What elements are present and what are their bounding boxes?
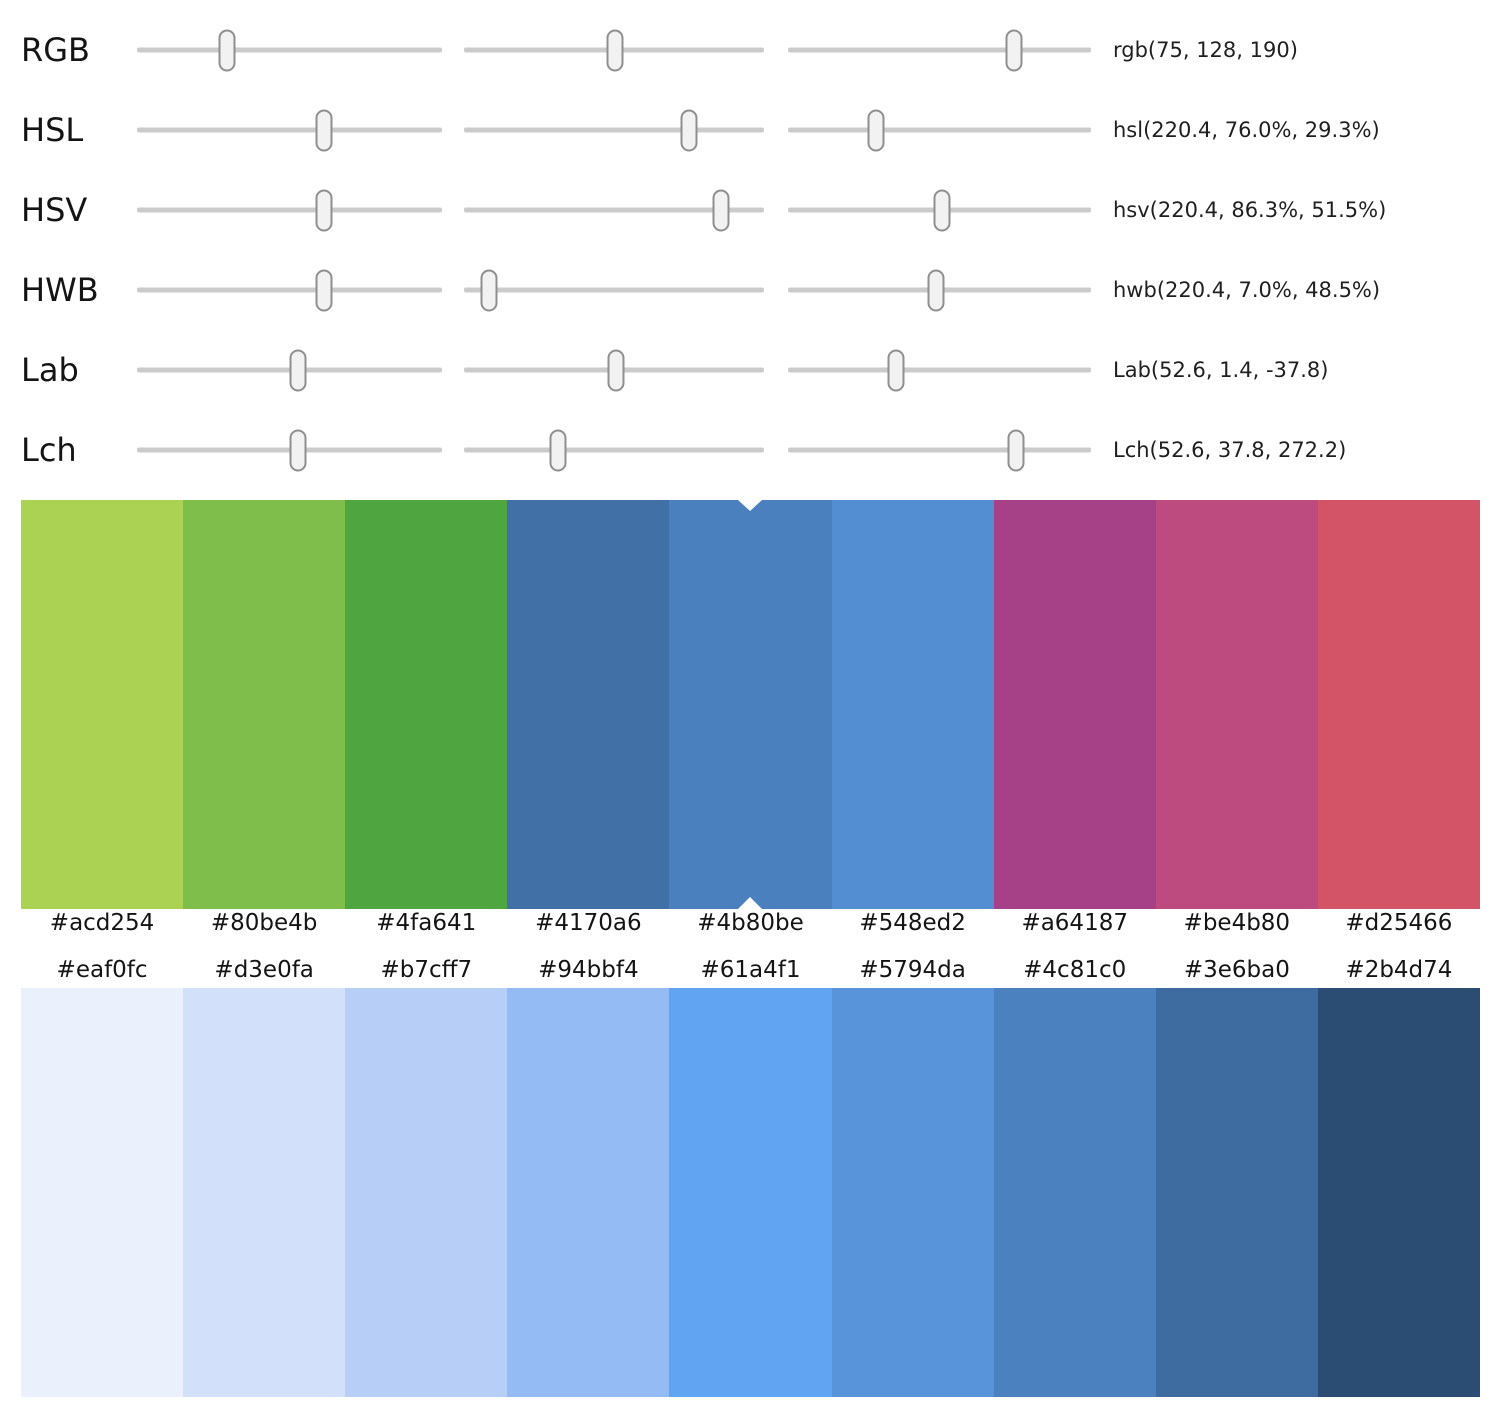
lab-value-text: Lab(52.6, 1.4, -37.8): [1113, 358, 1329, 382]
hwb-value-text: hwb(220.4, 7.0%, 48.5%): [1113, 278, 1381, 302]
hsv-saturation-slider[interactable]: [464, 189, 764, 231]
hsv-hue-slider-thumb[interactable]: [315, 189, 333, 231]
shade-swatch-8[interactable]: [1317, 988, 1480, 1397]
hsl-value-text: hsl(220.4, 76.0%, 29.3%): [1113, 118, 1380, 142]
hwb-blackness-slider-thumb[interactable]: [927, 269, 945, 311]
shade-swatch-1[interactable]: [183, 988, 346, 1397]
shade-swatch-hex-label-1: #d3e0fa: [214, 957, 314, 983]
shade-swatch-hex-label-7: #3e6ba0: [1183, 957, 1290, 983]
hue-swatch-7[interactable]: [1155, 500, 1318, 909]
shade-swatch-hex-label-8: #2b4d74: [1345, 957, 1453, 983]
selected-swatch-notch-top: [738, 500, 763, 511]
hue-swatch-2[interactable]: [345, 500, 508, 909]
hue-swatch-hex-label-4: #4b80be: [697, 910, 804, 936]
rgb-green-slider[interactable]: [464, 29, 764, 71]
hsl-saturation-slider-thumb[interactable]: [680, 109, 698, 151]
hsv-value-slider[interactable]: [788, 189, 1091, 231]
hue-swatch-8[interactable]: [1317, 500, 1480, 909]
hwb-hue-slider[interactable]: [137, 269, 442, 311]
shade-swatch-hex-label-0: #eaf0fc: [56, 957, 148, 983]
rgb-green-slider-thumb[interactable]: [606, 29, 624, 71]
hsl-saturation-slider[interactable]: [464, 109, 764, 151]
hsl-hue-slider-thumb[interactable]: [315, 109, 333, 151]
shade-swatch-5[interactable]: [831, 988, 994, 1397]
lch-hue-slider-thumb[interactable]: [1007, 429, 1025, 471]
hsl-lightness-slider[interactable]: [788, 109, 1091, 151]
shade-swatch-hex-label-4: #61a4f1: [700, 957, 801, 983]
lch-l-slider[interactable]: [137, 429, 442, 471]
slider-row-hsl: HSL hsl(220.4, 76.0%, 29.3%): [0, 90, 1501, 170]
lch-chroma-slider[interactable]: [464, 429, 764, 471]
slider-row-label-lab: Lab: [21, 351, 79, 389]
hue-swatch-hex-label-1: #80be4b: [210, 910, 318, 936]
lab-a-slider[interactable]: [464, 349, 764, 391]
slider-row-hsv: HSV hsv(220.4, 86.3%, 51.5%): [0, 170, 1501, 250]
slider-row-label-hsv: HSV: [21, 191, 88, 229]
lch-hue-slider[interactable]: [788, 429, 1091, 471]
hsv-value-text: hsv(220.4, 86.3%, 51.5%): [1113, 198, 1387, 222]
hwb-whiteness-slider-thumb[interactable]: [480, 269, 498, 311]
hsl-hue-slider[interactable]: [137, 109, 442, 151]
shade-swatch-2[interactable]: [345, 988, 508, 1397]
lab-a-slider-thumb[interactable]: [607, 349, 625, 391]
slider-row-label-hsl: HSL: [21, 111, 84, 149]
lab-b-slider-thumb[interactable]: [887, 349, 905, 391]
hue-swatch-6[interactable]: [993, 500, 1156, 909]
slider-row-lab: Lab Lab(52.6, 1.4, -37.8): [0, 330, 1501, 410]
hue-palette-hex-labels: #acd254 #80be4b #4fa641 #4170a6 #4b80be #548e…: [21, 903, 1480, 943]
slider-row-label-rgb: RGB: [21, 31, 90, 69]
shade-swatch-6[interactable]: [993, 988, 1156, 1397]
hue-swatch-4[interactable]: [669, 500, 832, 909]
hue-swatch-hex-label-7: #be4b80: [1183, 910, 1291, 936]
slider-row-label-hwb: HWB: [21, 271, 99, 309]
shade-swatch-hex-label-3: #94bbf4: [538, 957, 639, 983]
shade-swatch-hex-label-6: #4c81c0: [1023, 957, 1127, 983]
lab-b-slider[interactable]: [788, 349, 1091, 391]
hue-swatch-hex-label-2: #4fa641: [376, 910, 477, 936]
lch-l-slider-thumb[interactable]: [289, 429, 307, 471]
slider-row-hwb: HWB hwb(220.4, 7.0%, 48.5%): [0, 250, 1501, 330]
hsv-hue-slider[interactable]: [137, 189, 442, 231]
hwb-whiteness-slider[interactable]: [464, 269, 764, 311]
hue-palette-strip: [21, 500, 1480, 909]
shade-swatch-4[interactable]: [669, 988, 832, 1397]
hue-swatch-0[interactable]: [21, 500, 184, 909]
hue-swatch-hex-label-3: #4170a6: [535, 910, 642, 936]
rgb-blue-slider-thumb[interactable]: [1005, 29, 1023, 71]
hue-swatch-5[interactable]: [831, 500, 994, 909]
hue-swatch-hex-label-8: #d25466: [1345, 910, 1453, 936]
slider-row-rgb: RGB rgb(75, 128, 190): [0, 10, 1501, 90]
shade-palette-hex-labels: #eaf0fc #d3e0fa #b7cff7 #94bbf4 #61a4f1 #5794…: [21, 950, 1480, 990]
shade-swatch-7[interactable]: [1155, 988, 1318, 1397]
shade-swatch-hex-label-2: #b7cff7: [380, 957, 473, 983]
hue-swatch-3[interactable]: [507, 500, 670, 909]
slider-row-lch: Lch Lch(52.6, 37.8, 272.2): [0, 410, 1501, 490]
lch-chroma-slider-thumb[interactable]: [549, 429, 567, 471]
rgb-red-slider-thumb[interactable]: [218, 29, 236, 71]
shade-swatch-0[interactable]: [21, 988, 184, 1397]
shade-swatch-3[interactable]: [507, 988, 670, 1397]
rgb-red-slider[interactable]: [137, 29, 442, 71]
hsl-lightness-slider-thumb[interactable]: [867, 109, 885, 151]
rgb-blue-slider[interactable]: [788, 29, 1091, 71]
hwb-hue-slider-thumb[interactable]: [315, 269, 333, 311]
rgb-value-text: rgb(75, 128, 190): [1113, 38, 1298, 62]
hwb-blackness-slider[interactable]: [788, 269, 1091, 311]
lab-l-slider[interactable]: [137, 349, 442, 391]
lab-l-slider-thumb[interactable]: [289, 349, 307, 391]
hue-swatch-hex-label-5: #548ed2: [859, 910, 966, 936]
slider-row-label-lch: Lch: [21, 431, 77, 469]
selected-swatch-notch-bottom: [738, 897, 763, 909]
hsv-value-slider-thumb[interactable]: [933, 189, 951, 231]
shade-swatch-hex-label-5: #5794da: [859, 957, 966, 983]
hsv-saturation-slider-thumb[interactable]: [712, 189, 730, 231]
hue-swatch-hex-label-0: #acd254: [49, 910, 155, 936]
hue-swatch-hex-label-6: #a64187: [1021, 910, 1128, 936]
hue-swatch-1[interactable]: [183, 500, 346, 909]
shade-palette-strip: [21, 988, 1480, 1397]
lch-value-text: Lch(52.6, 37.8, 272.2): [1113, 438, 1347, 462]
